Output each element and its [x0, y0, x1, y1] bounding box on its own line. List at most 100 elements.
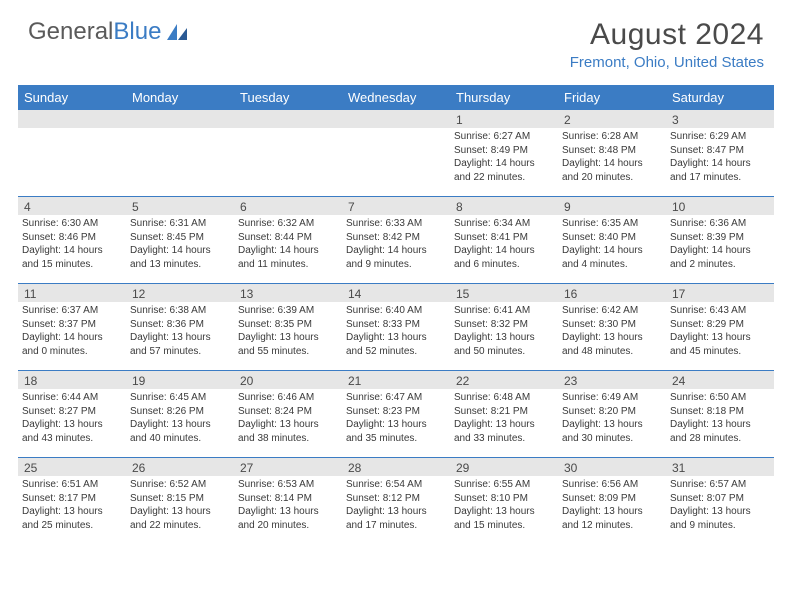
sunset-text: Sunset: 8:36 PM	[130, 318, 230, 332]
day-cell: 22Sunrise: 6:48 AMSunset: 8:21 PMDayligh…	[450, 371, 558, 457]
day-number: 22	[450, 371, 558, 389]
sunset-text: Sunset: 8:09 PM	[562, 492, 662, 506]
day-cell: 14Sunrise: 6:40 AMSunset: 8:33 PMDayligh…	[342, 284, 450, 370]
day-content: Sunrise: 6:27 AMSunset: 8:49 PMDaylight:…	[450, 128, 558, 188]
daylight-text: Daylight: 13 hours and 28 minutes.	[670, 418, 770, 445]
day-cell	[18, 110, 126, 196]
day-cell: 26Sunrise: 6:52 AMSunset: 8:15 PMDayligh…	[126, 458, 234, 544]
day-number: 20	[234, 371, 342, 389]
sunset-text: Sunset: 8:14 PM	[238, 492, 338, 506]
day-content: Sunrise: 6:51 AMSunset: 8:17 PMDaylight:…	[18, 476, 126, 536]
day-cell: 15Sunrise: 6:41 AMSunset: 8:32 PMDayligh…	[450, 284, 558, 370]
daylight-text: Daylight: 13 hours and 40 minutes.	[130, 418, 230, 445]
sunrise-text: Sunrise: 6:36 AM	[670, 217, 770, 231]
title-block: August 2024 Fremont, Ohio, United States	[570, 18, 764, 71]
day-content: Sunrise: 6:46 AMSunset: 8:24 PMDaylight:…	[234, 389, 342, 449]
day-content: Sunrise: 6:40 AMSunset: 8:33 PMDaylight:…	[342, 302, 450, 362]
sunset-text: Sunset: 8:35 PM	[238, 318, 338, 332]
day-number	[234, 110, 342, 128]
day-content: Sunrise: 6:42 AMSunset: 8:30 PMDaylight:…	[558, 302, 666, 362]
sunrise-text: Sunrise: 6:47 AM	[346, 391, 446, 405]
day-number: 25	[18, 458, 126, 476]
weekday-header: Saturday	[666, 85, 774, 110]
day-number: 30	[558, 458, 666, 476]
day-number: 5	[126, 197, 234, 215]
day-content: Sunrise: 6:44 AMSunset: 8:27 PMDaylight:…	[18, 389, 126, 449]
daylight-text: Daylight: 13 hours and 35 minutes.	[346, 418, 446, 445]
day-content: Sunrise: 6:36 AMSunset: 8:39 PMDaylight:…	[666, 215, 774, 275]
sunrise-text: Sunrise: 6:27 AM	[454, 130, 554, 144]
weekday-header: Monday	[126, 85, 234, 110]
day-number: 12	[126, 284, 234, 302]
daylight-text: Daylight: 13 hours and 15 minutes.	[454, 505, 554, 532]
day-number: 31	[666, 458, 774, 476]
day-number: 24	[666, 371, 774, 389]
day-cell: 7Sunrise: 6:33 AMSunset: 8:42 PMDaylight…	[342, 197, 450, 283]
location-text: Fremont, Ohio, United States	[570, 54, 764, 71]
sunrise-text: Sunrise: 6:32 AM	[238, 217, 338, 231]
daylight-text: Daylight: 13 hours and 12 minutes.	[562, 505, 662, 532]
day-content: Sunrise: 6:32 AMSunset: 8:44 PMDaylight:…	[234, 215, 342, 275]
daylight-text: Daylight: 14 hours and 11 minutes.	[238, 244, 338, 271]
day-content: Sunrise: 6:34 AMSunset: 8:41 PMDaylight:…	[450, 215, 558, 275]
sunrise-text: Sunrise: 6:38 AM	[130, 304, 230, 318]
day-content: Sunrise: 6:53 AMSunset: 8:14 PMDaylight:…	[234, 476, 342, 536]
week-row: 25Sunrise: 6:51 AMSunset: 8:17 PMDayligh…	[18, 457, 774, 544]
day-content: Sunrise: 6:50 AMSunset: 8:18 PMDaylight:…	[666, 389, 774, 449]
day-content: Sunrise: 6:41 AMSunset: 8:32 PMDaylight:…	[450, 302, 558, 362]
day-number: 7	[342, 197, 450, 215]
day-cell: 30Sunrise: 6:56 AMSunset: 8:09 PMDayligh…	[558, 458, 666, 544]
sunrise-text: Sunrise: 6:28 AM	[562, 130, 662, 144]
daylight-text: Daylight: 14 hours and 2 minutes.	[670, 244, 770, 271]
logo-sail-icon	[165, 22, 191, 42]
day-cell: 19Sunrise: 6:45 AMSunset: 8:26 PMDayligh…	[126, 371, 234, 457]
sunrise-text: Sunrise: 6:39 AM	[238, 304, 338, 318]
daylight-text: Daylight: 14 hours and 9 minutes.	[346, 244, 446, 271]
day-number: 4	[18, 197, 126, 215]
sunrise-text: Sunrise: 6:50 AM	[670, 391, 770, 405]
sunset-text: Sunset: 8:30 PM	[562, 318, 662, 332]
daylight-text: Daylight: 13 hours and 38 minutes.	[238, 418, 338, 445]
sunset-text: Sunset: 8:48 PM	[562, 144, 662, 158]
day-content: Sunrise: 6:43 AMSunset: 8:29 PMDaylight:…	[666, 302, 774, 362]
day-content: Sunrise: 6:57 AMSunset: 8:07 PMDaylight:…	[666, 476, 774, 536]
day-number	[342, 110, 450, 128]
sunset-text: Sunset: 8:12 PM	[346, 492, 446, 506]
sunset-text: Sunset: 8:07 PM	[670, 492, 770, 506]
day-number: 28	[342, 458, 450, 476]
daylight-text: Daylight: 13 hours and 25 minutes.	[22, 505, 122, 532]
daylight-text: Daylight: 14 hours and 13 minutes.	[130, 244, 230, 271]
sunrise-text: Sunrise: 6:33 AM	[346, 217, 446, 231]
day-content: Sunrise: 6:30 AMSunset: 8:46 PMDaylight:…	[18, 215, 126, 275]
day-cell: 29Sunrise: 6:55 AMSunset: 8:10 PMDayligh…	[450, 458, 558, 544]
logo: GeneralBlue	[28, 18, 191, 46]
daylight-text: Daylight: 13 hours and 9 minutes.	[670, 505, 770, 532]
day-content: Sunrise: 6:47 AMSunset: 8:23 PMDaylight:…	[342, 389, 450, 449]
daylight-text: Daylight: 13 hours and 30 minutes.	[562, 418, 662, 445]
daylight-text: Daylight: 13 hours and 20 minutes.	[238, 505, 338, 532]
weekday-header: Friday	[558, 85, 666, 110]
day-number: 16	[558, 284, 666, 302]
day-cell: 13Sunrise: 6:39 AMSunset: 8:35 PMDayligh…	[234, 284, 342, 370]
day-cell: 5Sunrise: 6:31 AMSunset: 8:45 PMDaylight…	[126, 197, 234, 283]
sunrise-text: Sunrise: 6:42 AM	[562, 304, 662, 318]
day-number: 19	[126, 371, 234, 389]
sunrise-text: Sunrise: 6:46 AM	[238, 391, 338, 405]
daylight-text: Daylight: 13 hours and 45 minutes.	[670, 331, 770, 358]
sunrise-text: Sunrise: 6:45 AM	[130, 391, 230, 405]
daylight-text: Daylight: 13 hours and 43 minutes.	[22, 418, 122, 445]
sunset-text: Sunset: 8:15 PM	[130, 492, 230, 506]
sunrise-text: Sunrise: 6:43 AM	[670, 304, 770, 318]
sunrise-text: Sunrise: 6:49 AM	[562, 391, 662, 405]
daylight-text: Daylight: 14 hours and 0 minutes.	[22, 331, 122, 358]
sunrise-text: Sunrise: 6:53 AM	[238, 478, 338, 492]
day-content: Sunrise: 6:35 AMSunset: 8:40 PMDaylight:…	[558, 215, 666, 275]
sunset-text: Sunset: 8:33 PM	[346, 318, 446, 332]
logo-text-blue: Blue	[113, 18, 161, 46]
day-content: Sunrise: 6:49 AMSunset: 8:20 PMDaylight:…	[558, 389, 666, 449]
daylight-text: Daylight: 13 hours and 33 minutes.	[454, 418, 554, 445]
sunrise-text: Sunrise: 6:55 AM	[454, 478, 554, 492]
daylight-text: Daylight: 13 hours and 17 minutes.	[346, 505, 446, 532]
sunrise-text: Sunrise: 6:44 AM	[22, 391, 122, 405]
day-cell: 1Sunrise: 6:27 AMSunset: 8:49 PMDaylight…	[450, 110, 558, 196]
